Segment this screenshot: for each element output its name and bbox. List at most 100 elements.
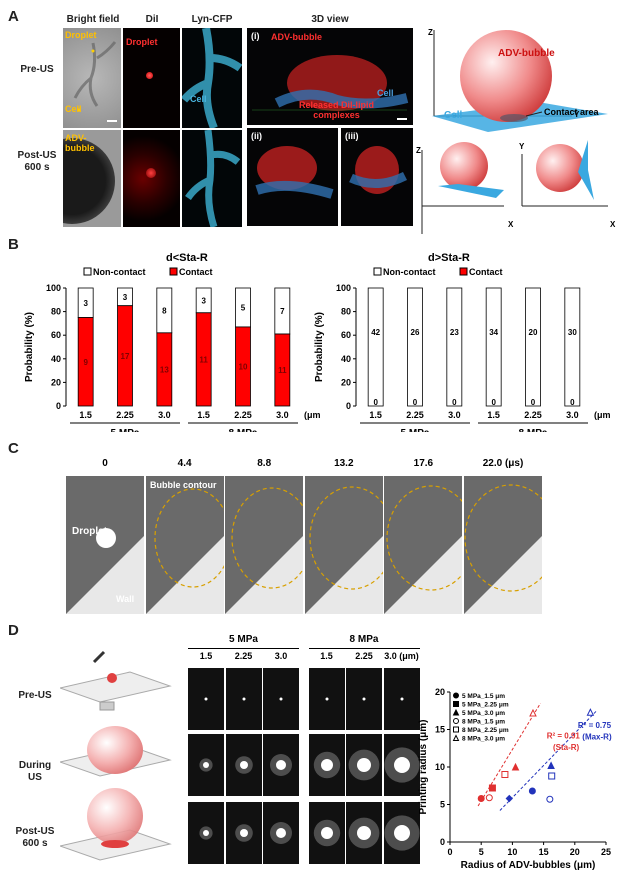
row-label-post-us: Post-US 600 s [17, 150, 57, 173]
3d-view-main-image: (i) ADV-bubble Cell Released DiI-lipid c… [247, 28, 413, 125]
scale-bar [397, 118, 407, 120]
dii-droplet-label: Droplet [126, 37, 158, 47]
bar-contact-count: 0 [452, 398, 457, 407]
scatter-point [485, 794, 493, 802]
time-label: 8.8 [257, 458, 272, 469]
pre-us-bright-field-image: Droplet Cell [63, 28, 121, 128]
fit-line [477, 702, 541, 807]
d-col-label: 3.0 [274, 651, 288, 661]
bar-noncontact-count: 42 [371, 328, 380, 337]
highspeed-frame [66, 476, 144, 614]
legend-marker [452, 734, 460, 741]
bar-noncontact-count: 30 [568, 328, 577, 337]
scatter-point [488, 784, 496, 792]
d-col-label: 1.5 [320, 651, 333, 661]
y-tick-label: 60 [341, 330, 351, 340]
schematic-x-axis-2: X [610, 220, 616, 229]
group-label-5mpa: 5 MPa [401, 428, 430, 432]
bar-noncontact [407, 287, 423, 407]
printing-process-schematic [60, 650, 172, 861]
bubble-contour-label: Bubble contour [150, 480, 217, 490]
bar-contact [195, 312, 212, 407]
bar-contact-count: 0 [373, 398, 378, 407]
fit-r2-sta: R² = 0.91 [547, 732, 581, 741]
header-bright-field: Bright field [66, 14, 120, 25]
schematic-x-axis-1: X [508, 220, 514, 229]
fluorescence-frame [188, 668, 224, 730]
legend-contact-swatch [169, 267, 178, 276]
fluorescence-frame [346, 734, 382, 796]
contact-schematic [421, 30, 608, 234]
panel-c-letter: C [8, 440, 19, 457]
legend-noncontact-swatch [83, 267, 92, 276]
d-row-label-pre-us: Pre-US [18, 690, 52, 701]
bar-noncontact [446, 287, 463, 407]
legend-marker [453, 726, 459, 733]
legend-label: 8 MPa_1.5 μm [462, 719, 505, 726]
bar-noncontact-count: 34 [489, 328, 498, 337]
bar-noncontact-count: 20 [529, 328, 538, 337]
fit-line [499, 710, 597, 811]
y-tick-label: 80 [51, 307, 61, 317]
scatter-point [586, 708, 595, 716]
schematic-z-axis-2: Z [416, 146, 421, 155]
legend-label: 8 MPa_3.0 μm [462, 736, 505, 743]
bar-noncontact [367, 287, 384, 407]
legend-label: 5 MPa_1.5 μm [462, 693, 505, 700]
x-tick-label: 2.25 [524, 410, 542, 420]
group-label-8mpa: 8 MPa [229, 428, 258, 432]
fluorescence-frame [225, 668, 262, 730]
group-label-5mpa: 5 MPa [111, 428, 140, 432]
highspeed-frame [304, 476, 383, 614]
fluorescence-frame [346, 668, 382, 730]
y-tick-label: 15 [435, 725, 445, 735]
bar-contact [235, 326, 251, 407]
bar-noncontact-count: 26 [411, 328, 420, 337]
legend-marker [453, 692, 459, 699]
y-tick-label: 60 [51, 330, 61, 340]
wall-label: Wall [116, 594, 135, 604]
legend-noncontact-label: Non-contact [93, 267, 146, 277]
view-released-label: Released DiI-lipid complexes [299, 100, 375, 120]
y-tick-label: 20 [51, 377, 61, 387]
legend-contact-label: Contact [179, 267, 213, 277]
pre-cell-label: Cell [65, 104, 82, 114]
bar-contact-count: 0 [413, 398, 418, 407]
view-cell-label: Cell [377, 88, 394, 98]
d-group-line [308, 648, 420, 649]
legend-noncontact-swatch [373, 267, 382, 276]
scatter-point [547, 761, 555, 769]
d-group-label: 5 MPa [229, 634, 258, 645]
x-unit-label: (μm) [304, 410, 320, 420]
fluorescence-frame [225, 802, 262, 864]
x-unit-label: (μm) [594, 410, 610, 420]
view-ii-label: (ii) [251, 131, 262, 141]
bar-noncontact-count: 8 [162, 306, 167, 315]
d-col-label: 2.25 [234, 651, 253, 661]
bar-contact-count: 10 [239, 362, 248, 371]
panel-a-letter: A [8, 8, 19, 25]
group-label-8mpa: 8 MPa [519, 428, 548, 432]
y-axis-label: Probability (%) [24, 312, 35, 382]
d-group-label: 8 MPa [349, 634, 379, 645]
row-label-pre-us: Pre-US [20, 64, 54, 75]
left-chart-title: d<Sta-R [166, 252, 208, 264]
scatter-point [529, 708, 537, 717]
time-label: 4.4 [177, 458, 192, 469]
bar-noncontact [525, 287, 541, 407]
fluorescence-frame [263, 802, 299, 864]
fit-sublabel-sta: (Sta-R) [553, 743, 580, 752]
bar-noncontact-count: 5 [241, 303, 246, 312]
schematic-z-axis: Z [428, 28, 433, 37]
bar-contact [77, 317, 94, 407]
schematic-cell-label: Cell [444, 110, 463, 121]
bar-noncontact [485, 287, 502, 407]
d-col-label: 1.5 [199, 651, 213, 661]
dii-droplet-dot [146, 72, 153, 79]
post-bubble-label: ADV- bubble [65, 133, 95, 153]
x-tick-label: 0 [447, 847, 452, 857]
x-tick-label: 5 [479, 847, 484, 857]
y-tick-label: 5 [440, 800, 445, 810]
bar-noncontact-count: 23 [450, 328, 459, 337]
scatter-point [546, 795, 554, 803]
